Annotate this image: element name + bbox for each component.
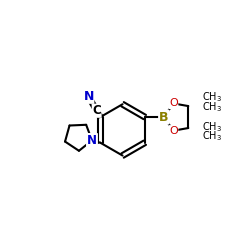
Text: CH$_3$: CH$_3$ [202, 90, 222, 104]
Text: CH$_3$: CH$_3$ [202, 120, 222, 134]
Text: N: N [84, 90, 94, 103]
Text: N: N [87, 134, 97, 147]
Text: B: B [159, 110, 168, 124]
Text: O: O [169, 126, 178, 136]
Text: C: C [92, 104, 101, 117]
Text: O: O [169, 98, 178, 108]
Text: CH$_3$: CH$_3$ [202, 100, 222, 114]
Text: CH$_3$: CH$_3$ [202, 130, 222, 143]
